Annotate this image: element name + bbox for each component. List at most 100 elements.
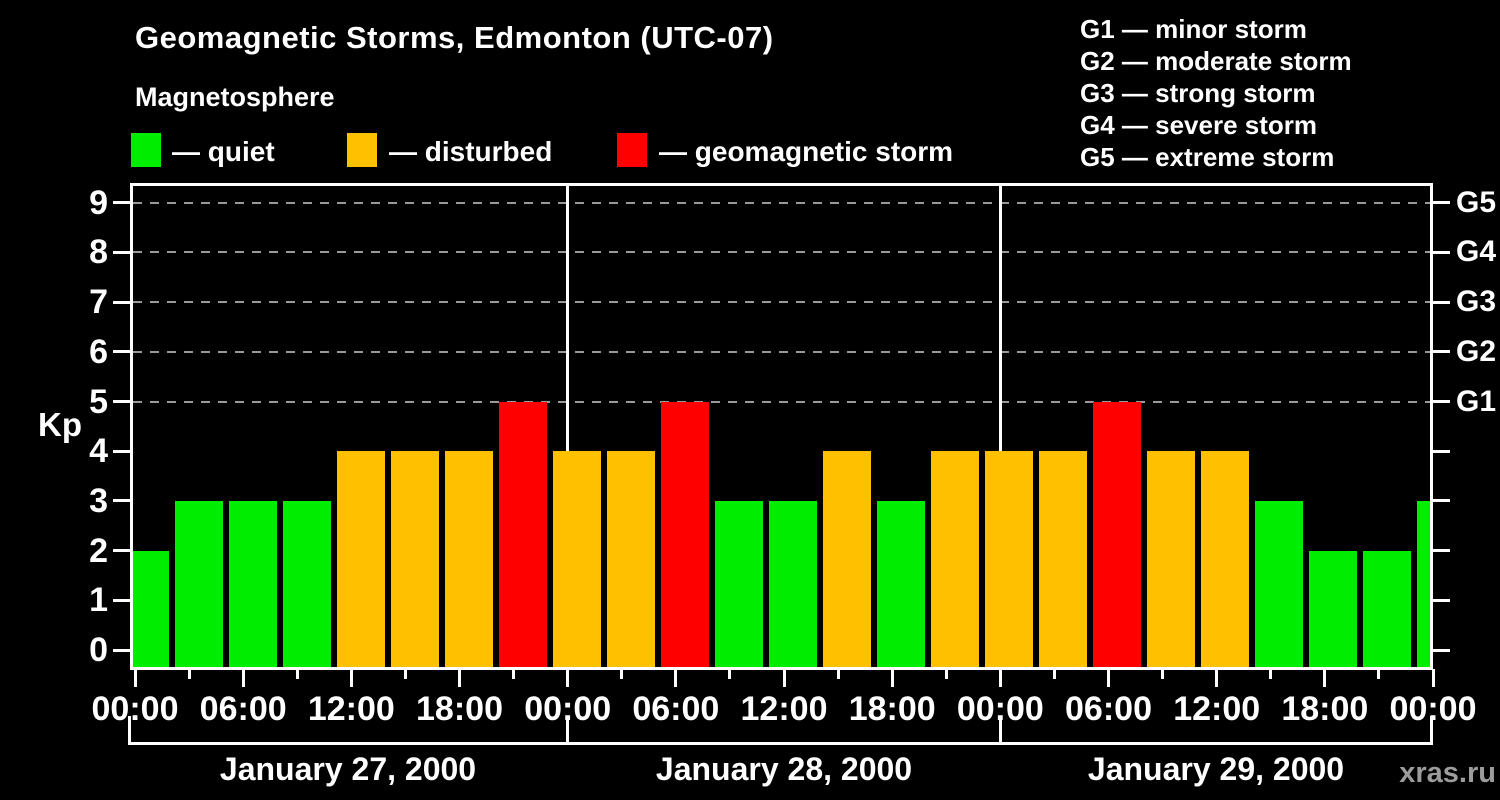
kp-bar bbox=[282, 500, 331, 667]
x-tick-label: 00:00 bbox=[1389, 690, 1477, 728]
right-axis-tick bbox=[1432, 648, 1450, 652]
right-axis-tick bbox=[1432, 449, 1450, 453]
kp-bar bbox=[498, 401, 547, 667]
kp-bar bbox=[714, 500, 763, 667]
x-minor-tick bbox=[403, 669, 407, 679]
y-axis-tick bbox=[113, 648, 131, 652]
x-tick-label: 18:00 bbox=[848, 690, 936, 728]
x-major-tick bbox=[674, 669, 678, 687]
x-tick-label: 18:00 bbox=[416, 690, 503, 728]
g-scale-axis-label: G2 bbox=[1456, 334, 1497, 368]
kp-bar bbox=[984, 451, 1033, 667]
x-major-tick bbox=[998, 669, 1002, 687]
kp-bar bbox=[606, 451, 655, 667]
x-tick-label: 12:00 bbox=[740, 690, 828, 728]
page-title: Geomagnetic Storms, Edmonton (UTC-07) bbox=[135, 20, 774, 55]
kp-bar bbox=[1092, 401, 1141, 667]
g-scale-axis-label: G5 bbox=[1456, 185, 1497, 219]
g-scale-legend-item: G1 — minor storm bbox=[1080, 14, 1307, 44]
x-minor-tick bbox=[728, 669, 732, 679]
kp-bar bbox=[1308, 550, 1357, 667]
g-scale-axis-label: G4 bbox=[1456, 235, 1497, 269]
g-scale-axis-label: G3 bbox=[1456, 285, 1497, 319]
y-axis-tick bbox=[113, 400, 131, 403]
right-axis-tick bbox=[1432, 400, 1450, 403]
x-tick-label: 06:00 bbox=[199, 690, 287, 728]
watermark-link[interactable]: xras.ru bbox=[1399, 757, 1496, 789]
right-axis-tick bbox=[1432, 549, 1450, 553]
day-bracket-tick bbox=[128, 716, 131, 745]
right-axis-tick bbox=[1432, 350, 1450, 354]
x-minor-tick bbox=[187, 669, 191, 679]
x-major-tick bbox=[566, 669, 570, 687]
y-axis-tick bbox=[113, 549, 131, 553]
day-bracket-line bbox=[128, 742, 1433, 745]
date-label: January 29, 2000 bbox=[1087, 751, 1345, 787]
x-minor-tick bbox=[1269, 669, 1273, 679]
kp-bar bbox=[660, 401, 709, 667]
kp-bar bbox=[552, 451, 601, 667]
g-scale-axis-label: G1 bbox=[1456, 384, 1497, 418]
kp-bar bbox=[1362, 550, 1411, 667]
x-tick-label: 18:00 bbox=[1281, 690, 1369, 728]
storm-legend-swatch bbox=[617, 133, 647, 167]
date-label: January 28, 2000 bbox=[655, 751, 913, 787]
x-major-tick bbox=[782, 669, 786, 687]
y-tick-label: 9 bbox=[89, 183, 108, 222]
y-axis-tick bbox=[113, 449, 131, 453]
storm-legend-label: — geomagnetic storm bbox=[659, 136, 954, 167]
y-axis-title: Kp bbox=[38, 406, 82, 443]
x-major-tick bbox=[349, 669, 353, 687]
dashed-gridline bbox=[133, 301, 1430, 304]
y-tick-label: 2 bbox=[89, 531, 108, 570]
day-bracket-tick bbox=[998, 716, 1002, 745]
x-tick-label: 00:00 bbox=[91, 690, 179, 728]
x-major-tick bbox=[133, 669, 137, 687]
x-tick-label: 00:00 bbox=[524, 690, 612, 728]
day-bracket-tick bbox=[1430, 716, 1433, 745]
date-label: January 27, 2000 bbox=[219, 751, 477, 787]
y-axis-tick bbox=[113, 250, 131, 254]
y-axis-tick bbox=[113, 300, 131, 304]
disturbed-legend-label: — disturbed bbox=[389, 136, 553, 167]
g-scale-legend-item: G5 — extreme storm bbox=[1080, 142, 1335, 172]
dashed-gridline bbox=[133, 251, 1430, 254]
y-tick-label: 1 bbox=[89, 581, 108, 620]
x-major-tick bbox=[1431, 669, 1435, 687]
disturbed-legend-swatch bbox=[347, 133, 377, 167]
x-major-tick bbox=[1215, 669, 1219, 687]
x-minor-tick bbox=[836, 669, 840, 679]
kp-bar bbox=[174, 500, 223, 667]
quiet-legend-label: — quiet bbox=[172, 136, 275, 167]
x-minor-tick bbox=[1377, 669, 1381, 679]
kp-bar bbox=[1200, 451, 1249, 667]
y-axis-tick bbox=[113, 598, 131, 602]
dashed-gridline bbox=[133, 350, 1430, 353]
y-tick-label: 0 bbox=[89, 631, 108, 669]
x-minor-tick bbox=[512, 669, 516, 679]
y-tick-label: 6 bbox=[89, 332, 108, 371]
x-tick-label: 06:00 bbox=[1065, 690, 1152, 728]
right-axis-tick bbox=[1432, 201, 1450, 205]
right-axis-tick bbox=[1432, 499, 1450, 503]
kp-bar bbox=[876, 500, 925, 667]
x-minor-tick bbox=[944, 669, 948, 679]
x-major-tick bbox=[241, 669, 245, 687]
x-minor-tick bbox=[295, 669, 299, 679]
kp-bar bbox=[1416, 500, 1430, 667]
x-tick-label: 12:00 bbox=[307, 690, 395, 728]
kp-bar bbox=[336, 451, 385, 667]
day-boundary-line bbox=[566, 186, 570, 667]
y-axis-tick bbox=[113, 499, 131, 503]
x-minor-tick bbox=[620, 669, 624, 679]
x-major-tick bbox=[458, 669, 461, 687]
x-minor-tick bbox=[1161, 669, 1165, 679]
g-scale-legend: G1 — minor storm G2 — moderate storm G3 … bbox=[1080, 13, 1352, 173]
y-tick-label: 7 bbox=[89, 283, 108, 322]
dashed-gridline bbox=[133, 201, 1430, 204]
plot-area bbox=[130, 183, 1433, 670]
right-axis-tick bbox=[1432, 598, 1450, 602]
x-tick-label: 06:00 bbox=[632, 690, 720, 728]
chart-subtitle: Magnetosphere bbox=[135, 82, 335, 112]
